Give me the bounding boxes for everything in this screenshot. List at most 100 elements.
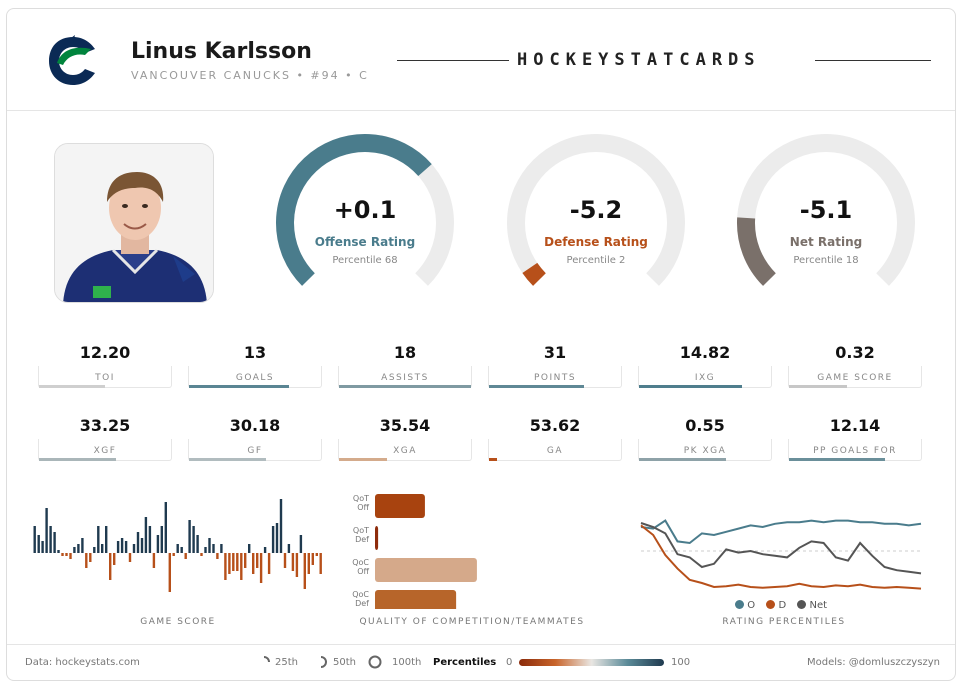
game-score-bar <box>57 550 60 553</box>
defense-gauge-arc <box>507 134 685 286</box>
game-score-bar <box>263 547 267 553</box>
stat-assists: 18 ASSISTS <box>338 343 472 389</box>
game-score-bar <box>164 502 167 553</box>
game-score-bar <box>204 547 207 553</box>
game-score-bar <box>240 553 243 580</box>
defense-rating-value: -5.2 <box>569 196 623 224</box>
game-score-bar <box>299 535 303 553</box>
stat-box: IXG <box>638 366 772 388</box>
gauge-50-icon <box>320 656 327 668</box>
game-score-bar <box>61 553 64 556</box>
stat-pk-xga: 0.55 PK XGA <box>638 416 772 462</box>
defense-rating-gauge: -5.2 Defense Rating Percentile 2 <box>506 133 686 313</box>
defense-percentile: Percentile 2 <box>566 255 626 266</box>
game-score-bar <box>128 553 132 562</box>
stat-label: GF <box>247 446 263 456</box>
stat-value: 35.54 <box>379 416 431 435</box>
stat-percentile-bar <box>39 458 116 461</box>
game-score-bar <box>319 553 322 574</box>
stat-value: 31 <box>543 343 567 362</box>
stat-label: XGF <box>93 446 117 456</box>
stat-box: XGF <box>38 439 172 461</box>
stat-card: Linus Karlsson VANCOUVER CANUCKS • #94 •… <box>6 8 956 681</box>
stat-box: PP GOALS FOR <box>788 439 922 461</box>
stat-value: 0.55 <box>685 416 725 435</box>
percentiles-caption: RATING PERCENTILES <box>722 617 846 627</box>
competition-category-label: QoC <box>352 590 369 599</box>
percentile-line-d <box>640 524 922 590</box>
game-score-bar <box>168 553 171 592</box>
stat-label: XGA <box>393 446 417 456</box>
stat-pp-goals-for: 12.14 PP GOALS FOR <box>788 416 922 462</box>
game-score-bar <box>196 535 199 553</box>
game-score-bar <box>212 544 215 553</box>
game-score-bar <box>33 526 36 553</box>
offense-percentile: Percentile 68 <box>332 255 398 266</box>
stat-goals: 13 GOALS <box>188 343 322 389</box>
competition-category-label: QoT <box>353 526 369 535</box>
game-score-bar <box>85 553 88 568</box>
net-rating-label: Net Rating <box>789 235 863 249</box>
stat-box: PK XGA <box>638 439 772 461</box>
stat-value: 13 <box>243 343 267 362</box>
competition-caption: QUALITY OF COMPETITION/TEAMMATES <box>359 617 585 627</box>
stat-value: 53.62 <box>529 416 581 435</box>
game-score-bar <box>37 535 40 553</box>
game-score-bar <box>148 526 152 553</box>
stat-label: PK XGA <box>683 446 727 456</box>
game-score-bar <box>220 544 223 553</box>
game-score-bar <box>124 541 128 553</box>
percentiles-legend: O D Net <box>735 600 827 611</box>
models-credit: Models: @domluszczyszyn <box>807 657 940 668</box>
stat-label: IXG <box>694 373 716 383</box>
game-score-bar <box>307 553 310 574</box>
stat-box: GAME SCORE <box>788 366 922 388</box>
game-score-bar <box>172 553 175 556</box>
game-score-bar <box>144 517 148 553</box>
legend-offense-label: O <box>747 600 756 611</box>
card-header: Linus Karlsson VANCOUVER CANUCKS • #94 •… <box>7 9 955 111</box>
stat-value: 33.25 <box>79 416 131 435</box>
stat-value: 0.32 <box>835 343 875 362</box>
game-score-bar <box>216 553 219 559</box>
stat-box: GOALS <box>188 366 322 388</box>
competition-category-label: Def <box>355 599 369 608</box>
game-score-bar <box>295 553 299 577</box>
stat-percentile-bar <box>189 385 290 388</box>
legend-25th: 25th <box>275 657 298 668</box>
game-score-bar <box>208 538 211 553</box>
game-score-bar <box>93 547 96 553</box>
brand-divider-left <box>397 60 509 61</box>
game-score-bar <box>156 535 160 553</box>
stat-percentile-bar <box>339 458 387 461</box>
game-score-bar <box>224 553 227 580</box>
percentile-gradient-scale <box>519 659 664 666</box>
competition-category-label: Off <box>357 503 369 512</box>
game-score-chart <box>33 499 322 592</box>
net-percentile: Percentile 18 <box>793 255 859 266</box>
game-score-bar <box>136 532 140 553</box>
offense-gauge-arc <box>276 134 454 286</box>
percentile-line-net <box>640 522 922 575</box>
stat-label: PP GOALS FOR <box>813 446 897 456</box>
legend-offense-swatch <box>735 600 744 609</box>
stat-xga: 35.54 XGA <box>338 416 472 462</box>
stat-label: TOI <box>95 373 115 383</box>
player-portrait-icon <box>55 144 213 302</box>
legend-50th: 50th <box>333 657 356 668</box>
defense-rating-label: Defense Rating <box>544 235 648 249</box>
stat-box: GA <box>488 439 622 461</box>
competition-bar <box>375 590 457 609</box>
gauge-100-icon <box>368 655 382 669</box>
competition-category-label: QoC <box>352 558 369 567</box>
stat-percentile-bar <box>489 458 497 461</box>
player-name: Linus Karlsson <box>131 39 312 64</box>
game-score-bar <box>232 553 235 571</box>
game-score-bar <box>315 553 318 556</box>
game-score-bar <box>252 553 255 574</box>
game-score-bar <box>248 544 251 553</box>
game-score-bar <box>311 553 314 565</box>
legend-net-label: Net <box>809 600 828 611</box>
stat-points: 31 POINTS <box>488 343 622 389</box>
